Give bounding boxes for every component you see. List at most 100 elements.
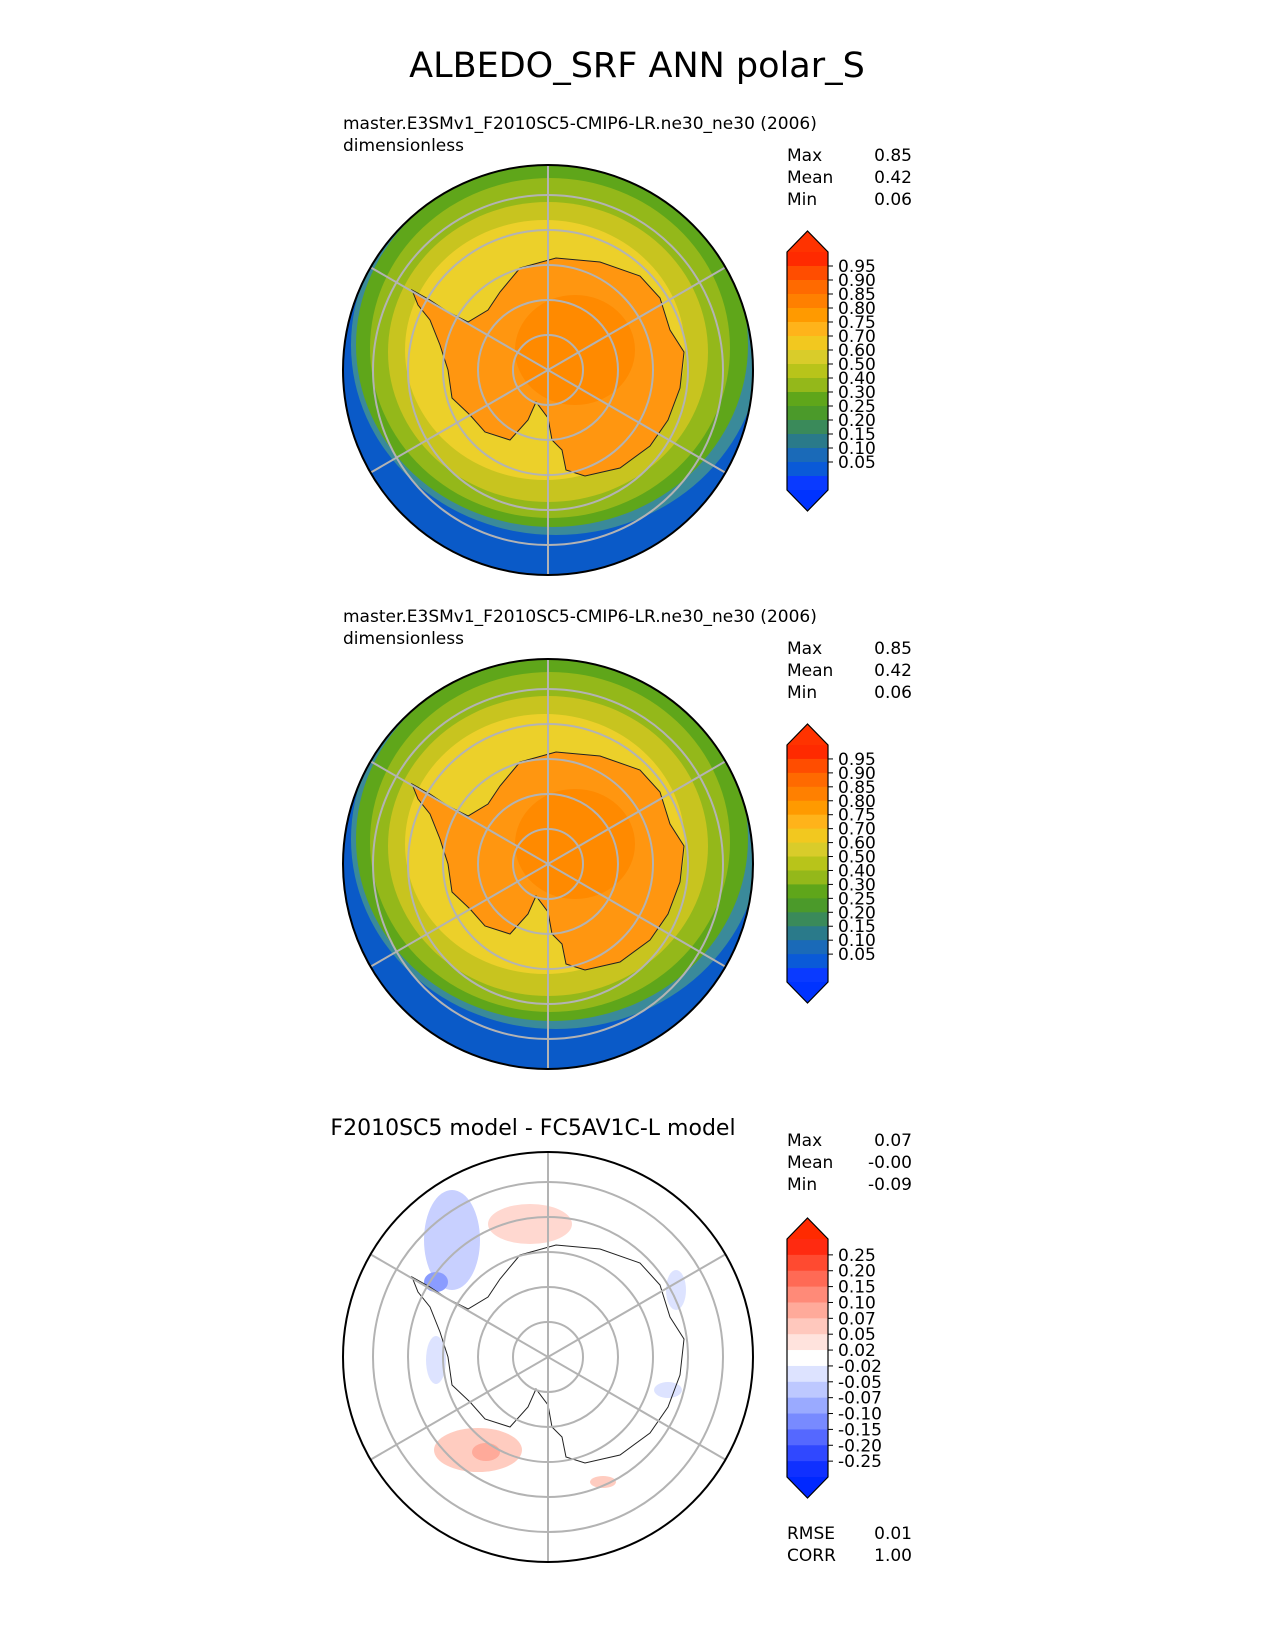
colorbar-swatch xyxy=(787,434,828,449)
stats-block: Max 0.85 Mean 0.42 Min 0.06 xyxy=(787,146,912,210)
map-boundary xyxy=(342,1151,754,1563)
colorbar-swatch xyxy=(787,448,828,463)
map-boundary xyxy=(342,658,754,1070)
colorbar-swatch xyxy=(787,898,828,913)
negative-anomaly xyxy=(666,1270,686,1310)
colorbar-tick-label: 0.25 xyxy=(838,1246,876,1266)
negative-anomaly xyxy=(426,1336,446,1384)
polar-map xyxy=(343,165,753,575)
colorbar-swatch xyxy=(787,392,828,407)
stat-label: Max xyxy=(787,639,822,659)
stats-block: Max 0.85 Mean 0.42 Min 0.06 xyxy=(787,639,912,703)
colorbar-tick-label: 0.15 xyxy=(838,917,876,937)
colorbar-tick-label: 0.20 xyxy=(838,1262,876,1282)
colorbar-swatch xyxy=(787,294,828,309)
stat-value: 0.85 xyxy=(874,146,912,166)
colorbar-tick-label: 0.70 xyxy=(838,820,876,840)
stat-value: 0.06 xyxy=(874,683,912,703)
colorbar-outline xyxy=(786,1217,829,1499)
colorbar-tick-label: 0.80 xyxy=(838,792,876,812)
negative-anomaly xyxy=(424,1190,480,1290)
colorbar-swatch xyxy=(787,842,828,858)
colorbar-min-extension xyxy=(787,490,828,511)
colorbar-tick-label: 0.20 xyxy=(838,903,876,923)
colorbar-tick-label: 0.20 xyxy=(838,411,876,431)
colorbar-tick-label: 0.90 xyxy=(838,764,876,784)
stat-value: 0.07 xyxy=(874,1131,912,1151)
colorbar-tick-label: -0.20 xyxy=(838,1436,882,1456)
colorbar-swatch xyxy=(787,786,828,802)
colorbar-tick-label: -0.07 xyxy=(838,1389,882,1409)
colorbar-swatch xyxy=(787,1302,828,1319)
colorbar-tick-label: 0.10 xyxy=(838,1293,876,1313)
colorbar-max-extension xyxy=(787,1218,828,1239)
stat-label: Mean xyxy=(787,661,833,681)
colorbar-swatch xyxy=(787,378,828,393)
colorbar-swatch xyxy=(787,322,828,337)
colorbar-swatch xyxy=(787,870,828,886)
stats-block: Max 0.07 Mean -0.00 Min -0.09 xyxy=(787,1131,912,1195)
panel-units: dimensionless xyxy=(343,136,464,156)
negative-anomaly xyxy=(424,1272,448,1292)
colorbar-tick-label: 0.10 xyxy=(838,931,876,951)
colorbar-swatch xyxy=(787,1254,828,1272)
graticule xyxy=(369,659,727,1069)
stat-label: Mean xyxy=(787,168,833,188)
ice-shelf xyxy=(515,789,635,899)
colorbar-tick-label: 0.25 xyxy=(838,889,876,909)
colorbar-tick-label: -0.10 xyxy=(838,1405,882,1425)
colorbar-tick-label: 0.15 xyxy=(838,425,876,445)
colorbar-tick-label: 0.30 xyxy=(838,875,876,895)
colorbar-swatch xyxy=(787,758,828,774)
colorbar-swatch xyxy=(787,1350,828,1367)
colorbar-swatch xyxy=(787,800,828,816)
positive-anomaly xyxy=(488,1204,572,1244)
metric-label: RMSE xyxy=(787,1524,835,1544)
stat-label: Max xyxy=(787,1131,822,1151)
positive-anomaly xyxy=(590,1476,616,1488)
colorbar-tick-label: 0.05 xyxy=(838,453,876,473)
panel-title: master.E3SMv1_F2010SC5-CMIP6-LR.ne30_ne3… xyxy=(343,607,817,627)
colorbar-swatch xyxy=(787,940,828,955)
stat-value: -0.09 xyxy=(868,1175,912,1195)
colorbar-tick-label: 0.10 xyxy=(838,439,876,459)
panel-title: master.E3SMv1_F2010SC5-CMIP6-LR.ne30_ne3… xyxy=(343,114,817,134)
colorbar-swatch xyxy=(787,1270,828,1288)
colorbar-swatch xyxy=(787,420,828,435)
colorbar-swatch xyxy=(787,476,828,491)
colorbar-swatch xyxy=(787,280,828,295)
panel-units: dimensionless xyxy=(343,629,464,649)
panel-title: F2010SC5 model - FC5AV1C-L model xyxy=(330,1116,735,1141)
colorbar-tick-label: 0.50 xyxy=(838,355,876,375)
polar-map xyxy=(343,659,753,1069)
colorbar-swatch xyxy=(787,856,828,872)
colorbar-swatch xyxy=(787,926,828,941)
colorbar-min-extension xyxy=(787,982,828,1003)
stat-value: 0.42 xyxy=(874,168,912,188)
panel-test: master.E3SMv1_F2010SC5-CMIP6-LR.ne30_ne3… xyxy=(342,114,912,576)
negative-anomaly xyxy=(654,1382,682,1398)
colorbar-tick-label: 0.50 xyxy=(838,848,876,868)
colorbar-tick-label: 0.60 xyxy=(838,341,876,361)
colorbar-swatch xyxy=(787,1445,828,1462)
colorbar-max-extension xyxy=(787,231,828,252)
colorbar-swatch xyxy=(787,772,828,788)
colorbar-swatch xyxy=(787,1239,828,1256)
colorbar-swatch xyxy=(787,364,828,379)
colorbar: 0.950.900.850.800.750.700.600.500.400.30… xyxy=(786,230,876,512)
colorbar-tick-label: 0.07 xyxy=(838,1309,876,1329)
colorbar-tick-label: 0.05 xyxy=(838,945,876,965)
colorbar-swatch xyxy=(787,266,828,281)
metric-label: CORR xyxy=(787,1546,836,1566)
colorbar-tick-label: 0.75 xyxy=(838,806,876,826)
colorbar-tick-label: 0.95 xyxy=(838,750,876,770)
graticule xyxy=(369,1152,727,1562)
panel-reference: master.E3SMv1_F2010SC5-CMIP6-LR.ne30_ne3… xyxy=(342,607,912,1070)
colorbar-swatch xyxy=(787,1397,828,1415)
colorbar-outline xyxy=(786,723,829,1004)
map-boundary xyxy=(342,164,754,576)
colorbar-tick-label: 0.90 xyxy=(838,271,876,291)
metric-value: 1.00 xyxy=(874,1546,912,1566)
colorbar-swatch xyxy=(787,406,828,421)
